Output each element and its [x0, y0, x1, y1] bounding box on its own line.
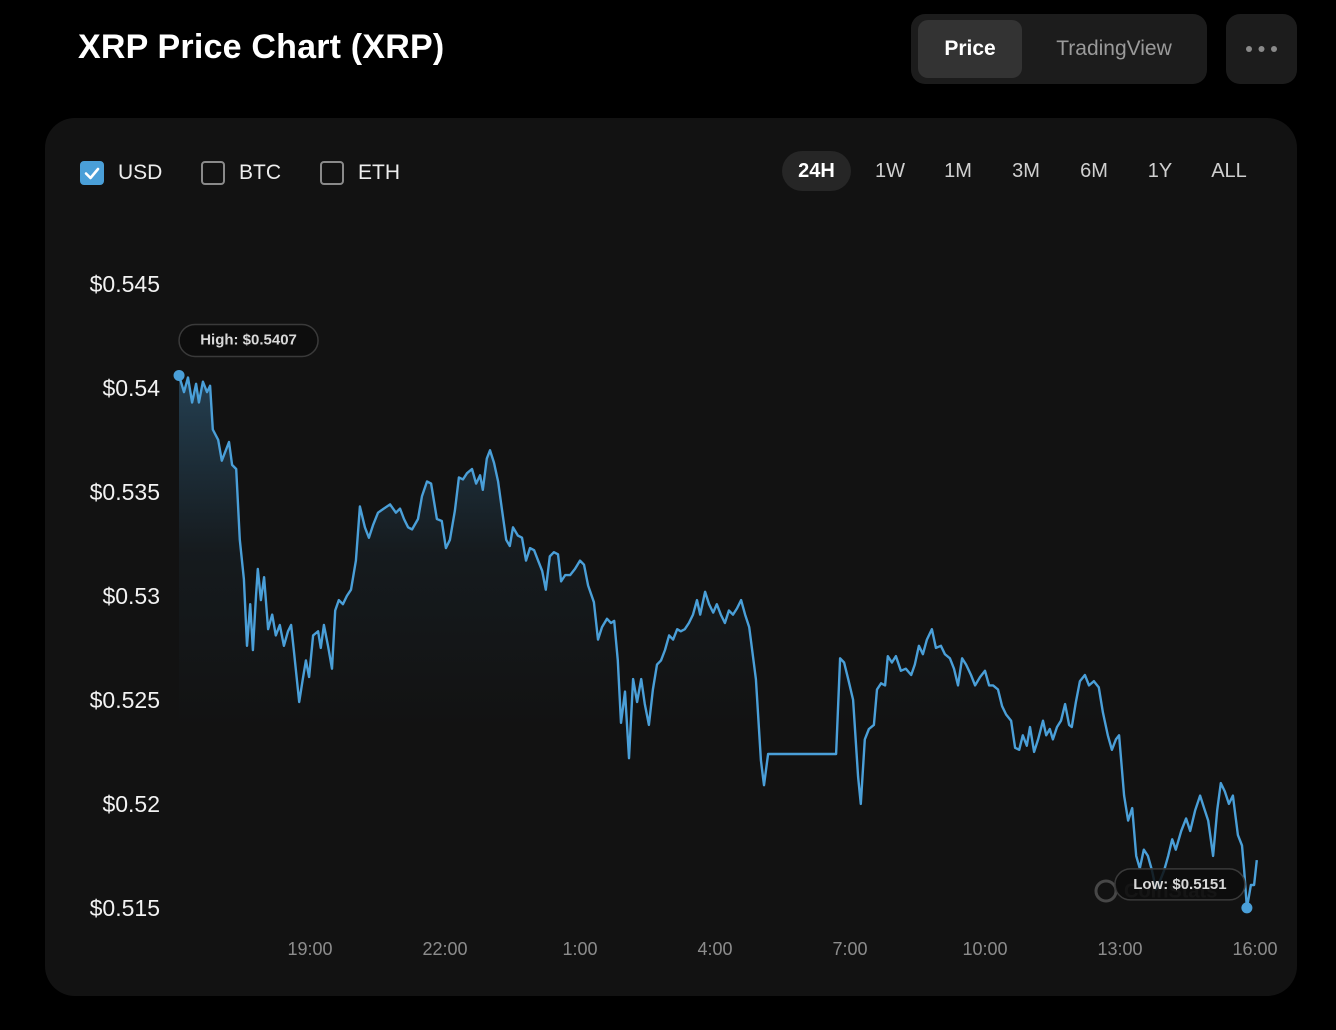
tab-group: Price TradingView	[911, 14, 1207, 84]
y-tick-label: $0.52	[102, 791, 160, 817]
low-point	[1241, 902, 1253, 914]
checkbox	[80, 161, 104, 185]
range-button[interactable]: 3M	[1012, 160, 1040, 182]
x-tick-label: 10:00	[962, 939, 1007, 959]
range-button[interactable]: 6M	[1080, 160, 1108, 182]
y-tick-label: $0.545	[90, 271, 160, 297]
range-button[interactable]: 1M	[944, 160, 972, 182]
dot	[1246, 46, 1252, 52]
high-point	[173, 369, 185, 381]
x-tick-label: 13:00	[1097, 939, 1142, 959]
currency-label: BTC	[239, 161, 281, 184]
range-button[interactable]: 1Y	[1147, 160, 1173, 182]
dot	[1258, 46, 1265, 52]
currency-label: ETH	[358, 161, 400, 184]
range-button[interactable]: ALL	[1211, 160, 1247, 182]
checkbox	[320, 161, 344, 185]
currency-toggle[interactable]: ETH	[320, 158, 400, 188]
y-tick-label: $0.54	[102, 375, 160, 401]
currency-toggle[interactable]: USD	[80, 158, 162, 188]
range-button[interactable]: 24H	[782, 151, 851, 191]
check-icon	[84, 167, 100, 180]
y-tick-label: $0.525	[90, 687, 160, 713]
more-icon	[1246, 46, 1277, 52]
y-tick-label: $0.53	[102, 583, 160, 609]
currency-toggle[interactable]: BTC	[201, 158, 281, 188]
x-tick-label: 4:00	[697, 939, 732, 959]
high-label-bg	[178, 323, 319, 358]
x-tick-label: 7:00	[832, 939, 867, 959]
y-tick-label: $0.535	[90, 479, 160, 505]
price-line	[177, 375, 1258, 910]
tab[interactable]: TradingView	[1056, 37, 1172, 60]
x-tick-label: 1:00	[562, 939, 597, 959]
currency-label: USD	[118, 161, 163, 184]
price-area	[179, 375, 1257, 910]
range-button[interactable]: 1W	[875, 160, 905, 182]
y-tick-label: $0.515	[90, 895, 160, 921]
more-button[interactable]	[1226, 14, 1297, 84]
low-label-bg	[1114, 868, 1246, 901]
low-label: Low: $0.5151	[1133, 876, 1226, 893]
checkbox	[201, 161, 225, 185]
dot	[1271, 46, 1277, 52]
x-tick-label: 22:00	[422, 939, 467, 959]
high-label: High: $0.5407	[200, 331, 297, 348]
x-tick-label: 19:00	[287, 939, 332, 959]
page-title: XRP Price Chart (XRP)	[78, 28, 445, 66]
x-tick-label: 16:00	[1232, 939, 1277, 959]
tab[interactable]: Price	[918, 20, 1022, 78]
